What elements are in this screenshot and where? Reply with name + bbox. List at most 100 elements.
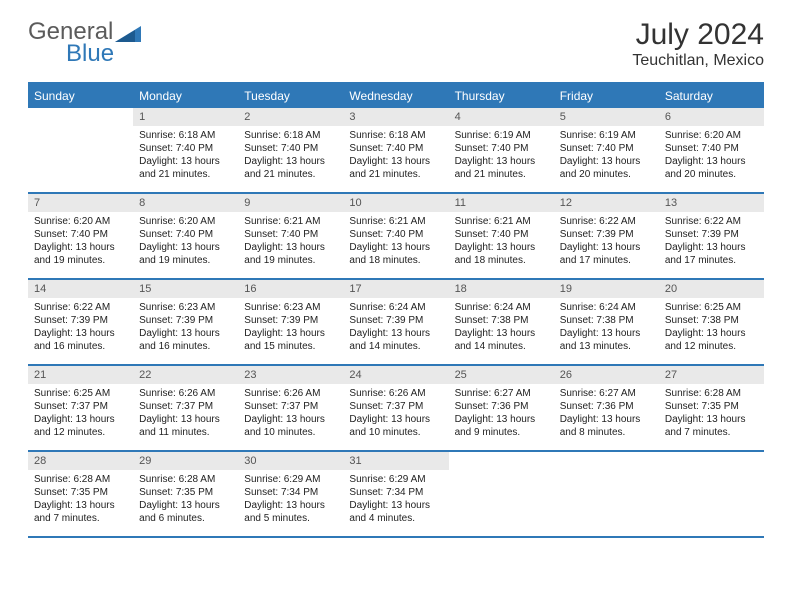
cell-body: Sunrise: 6:18 AMSunset: 7:40 PMDaylight:… [133, 126, 238, 187]
daylight-text-1: Daylight: 13 hours [560, 327, 653, 340]
cell-body: Sunrise: 6:19 AMSunset: 7:40 PMDaylight:… [449, 126, 554, 187]
sunrise-text: Sunrise: 6:26 AM [244, 387, 337, 400]
calendar-cell: 14Sunrise: 6:22 AMSunset: 7:39 PMDayligh… [28, 280, 133, 364]
cell-body: Sunrise: 6:24 AMSunset: 7:38 PMDaylight:… [554, 298, 659, 359]
sunrise-text: Sunrise: 6:24 AM [455, 301, 548, 314]
sunrise-text: Sunrise: 6:22 AM [665, 215, 758, 228]
sunrise-text: Sunrise: 6:27 AM [560, 387, 653, 400]
sunset-text: Sunset: 7:38 PM [560, 314, 653, 327]
daylight-text-1: Daylight: 13 hours [139, 327, 232, 340]
cell-body: Sunrise: 6:22 AMSunset: 7:39 PMDaylight:… [659, 212, 764, 273]
sunset-text: Sunset: 7:34 PM [349, 486, 442, 499]
sunset-text: Sunset: 7:40 PM [349, 142, 442, 155]
daylight-text-2: and 10 minutes. [244, 426, 337, 439]
day-number: 5 [554, 108, 659, 126]
day-header-wednesday: Wednesday [343, 84, 448, 108]
empty-cell [659, 452, 764, 536]
day-number: 3 [343, 108, 448, 126]
daylight-text-2: and 9 minutes. [455, 426, 548, 439]
daylight-text-1: Daylight: 13 hours [34, 413, 127, 426]
day-header-tuesday: Tuesday [238, 84, 343, 108]
day-number: 22 [133, 366, 238, 384]
daylight-text-1: Daylight: 13 hours [560, 241, 653, 254]
sunrise-text: Sunrise: 6:18 AM [349, 129, 442, 142]
empty-cell [28, 108, 133, 192]
cell-body: Sunrise: 6:23 AMSunset: 7:39 PMDaylight:… [133, 298, 238, 359]
sunrise-text: Sunrise: 6:25 AM [665, 301, 758, 314]
cell-body: Sunrise: 6:24 AMSunset: 7:38 PMDaylight:… [449, 298, 554, 359]
calendar: SundayMondayTuesdayWednesdayThursdayFrid… [28, 82, 764, 538]
calendar-cell: 17Sunrise: 6:24 AMSunset: 7:39 PMDayligh… [343, 280, 448, 364]
week-row: 21Sunrise: 6:25 AMSunset: 7:37 PMDayligh… [28, 366, 764, 452]
calendar-cell: 24Sunrise: 6:26 AMSunset: 7:37 PMDayligh… [343, 366, 448, 450]
daylight-text-2: and 16 minutes. [139, 340, 232, 353]
daylight-text-2: and 10 minutes. [349, 426, 442, 439]
logo: GeneralBlue [28, 18, 141, 68]
calendar-cell: 27Sunrise: 6:28 AMSunset: 7:35 PMDayligh… [659, 366, 764, 450]
calendar-cell: 4Sunrise: 6:19 AMSunset: 7:40 PMDaylight… [449, 108, 554, 192]
daylight-text-2: and 14 minutes. [455, 340, 548, 353]
daylight-text-1: Daylight: 13 hours [455, 241, 548, 254]
daylight-text-1: Daylight: 13 hours [244, 327, 337, 340]
daylight-text-1: Daylight: 13 hours [349, 155, 442, 168]
sunset-text: Sunset: 7:40 PM [665, 142, 758, 155]
sunrise-text: Sunrise: 6:24 AM [560, 301, 653, 314]
daylight-text-2: and 7 minutes. [665, 426, 758, 439]
daylight-text-1: Daylight: 13 hours [455, 327, 548, 340]
location-text: Teuchitlan, Mexico [632, 52, 764, 70]
daylight-text-2: and 15 minutes. [244, 340, 337, 353]
day-number: 17 [343, 280, 448, 298]
sunset-text: Sunset: 7:40 PM [34, 228, 127, 241]
day-number: 30 [238, 452, 343, 470]
daylight-text-1: Daylight: 13 hours [349, 327, 442, 340]
sunrise-text: Sunrise: 6:27 AM [455, 387, 548, 400]
daylight-text-2: and 17 minutes. [665, 254, 758, 267]
sunset-text: Sunset: 7:40 PM [455, 228, 548, 241]
sunrise-text: Sunrise: 6:25 AM [34, 387, 127, 400]
sunrise-text: Sunrise: 6:19 AM [455, 129, 548, 142]
week-row: 1Sunrise: 6:18 AMSunset: 7:40 PMDaylight… [28, 108, 764, 194]
cell-body: Sunrise: 6:23 AMSunset: 7:39 PMDaylight:… [238, 298, 343, 359]
cell-body: Sunrise: 6:19 AMSunset: 7:40 PMDaylight:… [554, 126, 659, 187]
day-number: 20 [659, 280, 764, 298]
daylight-text-2: and 5 minutes. [244, 512, 337, 525]
sunrise-text: Sunrise: 6:21 AM [244, 215, 337, 228]
sunrise-text: Sunrise: 6:29 AM [244, 473, 337, 486]
daylight-text-1: Daylight: 13 hours [34, 327, 127, 340]
cell-body: Sunrise: 6:26 AMSunset: 7:37 PMDaylight:… [238, 384, 343, 445]
calendar-cell: 18Sunrise: 6:24 AMSunset: 7:38 PMDayligh… [449, 280, 554, 364]
daylight-text-2: and 18 minutes. [349, 254, 442, 267]
sunset-text: Sunset: 7:37 PM [139, 400, 232, 413]
day-number: 9 [238, 194, 343, 212]
sunset-text: Sunset: 7:38 PM [455, 314, 548, 327]
day-number: 26 [554, 366, 659, 384]
daylight-text-2: and 21 minutes. [139, 168, 232, 181]
daylight-text-1: Daylight: 13 hours [244, 499, 337, 512]
daylight-text-2: and 4 minutes. [349, 512, 442, 525]
day-number: 24 [343, 366, 448, 384]
daylight-text-2: and 11 minutes. [139, 426, 232, 439]
daylight-text-1: Daylight: 13 hours [665, 327, 758, 340]
calendar-cell: 31Sunrise: 6:29 AMSunset: 7:34 PMDayligh… [343, 452, 448, 536]
empty-cell [554, 452, 659, 536]
daylight-text-2: and 19 minutes. [34, 254, 127, 267]
day-number: 8 [133, 194, 238, 212]
calendar-cell: 23Sunrise: 6:26 AMSunset: 7:37 PMDayligh… [238, 366, 343, 450]
daylight-text-1: Daylight: 13 hours [455, 155, 548, 168]
sunset-text: Sunset: 7:40 PM [139, 228, 232, 241]
daylight-text-1: Daylight: 13 hours [34, 241, 127, 254]
day-header-row: SundayMondayTuesdayWednesdayThursdayFrid… [28, 84, 764, 108]
cell-body: Sunrise: 6:27 AMSunset: 7:36 PMDaylight:… [554, 384, 659, 445]
day-number: 29 [133, 452, 238, 470]
sunset-text: Sunset: 7:40 PM [244, 228, 337, 241]
cell-body: Sunrise: 6:20 AMSunset: 7:40 PMDaylight:… [659, 126, 764, 187]
daylight-text-2: and 13 minutes. [560, 340, 653, 353]
header: GeneralBlue July 2024 Teuchitlan, Mexico [28, 18, 764, 70]
daylight-text-1: Daylight: 13 hours [244, 241, 337, 254]
daylight-text-1: Daylight: 13 hours [139, 155, 232, 168]
day-header-friday: Friday [554, 84, 659, 108]
daylight-text-2: and 12 minutes. [665, 340, 758, 353]
sunset-text: Sunset: 7:39 PM [560, 228, 653, 241]
daylight-text-2: and 19 minutes. [244, 254, 337, 267]
sunset-text: Sunset: 7:39 PM [665, 228, 758, 241]
